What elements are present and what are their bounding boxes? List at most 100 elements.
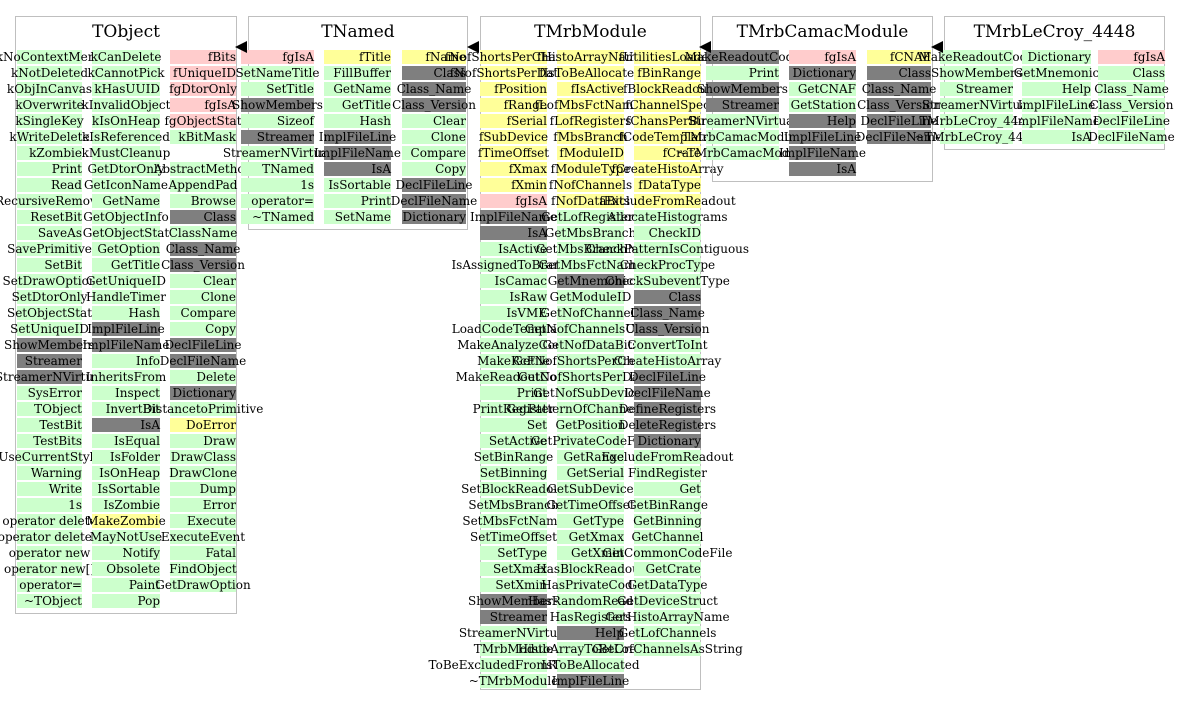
member-entry: GetNofShortsPerChannel — [513, 354, 668, 368]
member-label: GetType — [572, 514, 624, 528]
member-label: MayNotUse — [89, 530, 163, 544]
member-entry: ConvertToInt — [627, 338, 708, 352]
member-entry: Read — [17, 178, 82, 192]
member-entry: Class_Version — [161, 258, 245, 272]
member-entry: DeclFileLine — [860, 114, 938, 128]
member-entry: Clone — [170, 290, 236, 304]
member-entry: fCrate — [634, 146, 701, 160]
member-entry: GetCommonCodeFile — [603, 546, 732, 560]
member-label: IsSortable — [328, 178, 391, 192]
member-entry: fChannelSpec — [625, 98, 710, 112]
member-label: DeclFileName — [1088, 130, 1175, 144]
member-label: SysError — [27, 386, 82, 400]
class-box-tmrbmodule: TMrbModule — [480, 16, 701, 690]
member-label: Dictionary — [172, 386, 236, 400]
member-label: fLofRegisters — [549, 114, 632, 128]
member-entry: GetPatternOfChannelsUsed — [506, 402, 675, 416]
member-label: GetPrivateCodeFile — [530, 434, 651, 448]
member-entry: GetType — [557, 514, 624, 528]
member-label: ImplFileName — [779, 146, 866, 160]
member-label: fCreateHistoArray — [611, 162, 724, 176]
member-label: FindRegister — [627, 466, 708, 480]
member-label: fgIsA — [1133, 50, 1165, 64]
member-entry: GetTimeOffset — [546, 498, 635, 512]
member-label: ImplFileLine — [318, 130, 397, 144]
member-entry: GetName — [92, 194, 160, 208]
member-label: Print — [51, 162, 82, 176]
member-label: Help — [594, 626, 624, 640]
member-label: IsZombie — [103, 498, 160, 512]
member-label: SetMbsBranch — [468, 498, 559, 512]
member-label: fCrate — [662, 146, 701, 160]
member-entry: ImplFileLine — [1018, 98, 1095, 112]
member-entry: GetLofRegisters — [541, 210, 640, 224]
member-label: GetModuleID — [549, 290, 632, 304]
member-entry: TMrbCamacModule — [682, 130, 803, 144]
member-entry: GetDeviceStruct — [617, 594, 718, 608]
member-entry: DeclFileLine — [164, 338, 242, 352]
member-label: fCodeTemplates — [618, 130, 717, 144]
member-label: fUniqueID — [173, 66, 236, 80]
member-entry: fgIsA — [480, 194, 547, 208]
class-title: TNamed — [249, 16, 467, 47]
member-entry: ~TNamed — [241, 210, 314, 224]
member-label: HandleTimer — [85, 290, 167, 304]
member-label: TMrbModule — [473, 642, 554, 656]
member-label: fBlockReadout — [622, 82, 713, 96]
member-entry: StreamerNVirtual — [922, 98, 1031, 112]
member-entry: SetBit — [17, 258, 82, 272]
member-label: Hash — [359, 114, 391, 128]
member-entry: Dump — [170, 482, 236, 496]
member-entry: Compare — [402, 146, 466, 160]
member-label: DoError — [185, 418, 236, 432]
member-entry: SetDrawOption — [2, 274, 97, 288]
member-label: Print — [516, 386, 547, 400]
member-label: SetType — [497, 546, 547, 560]
member-entry: fTimeOffset — [478, 146, 549, 160]
member-label: MakeAnalyzeCode — [457, 338, 570, 352]
member-entry: Help — [789, 114, 856, 128]
member-entry: fCreateHistoArray — [611, 162, 724, 176]
member-entry: GetIconName — [84, 178, 168, 192]
member-entry: Info — [92, 354, 160, 368]
member-entry: MakeZombie — [86, 514, 166, 528]
member-entry: Pop — [92, 594, 160, 608]
member-label: MakeZombie — [86, 514, 166, 528]
member-label: Class_Version — [625, 322, 710, 336]
member-entry: ExecuteEvent — [161, 530, 245, 544]
member-label: kCannotPick — [87, 66, 165, 80]
member-label: GetNofChannelsUsed — [524, 322, 657, 336]
member-label: HasRegisters — [549, 610, 632, 624]
member-label: SetActive — [488, 434, 547, 448]
member-entry: DeclFileName — [160, 354, 246, 368]
member-label: SavePrimitive — [7, 242, 92, 256]
member-label: fUtilitiesLoaded — [618, 50, 717, 64]
member-label: fLofMbsFctNames — [534, 98, 647, 112]
member-entry: fIsToBeAllocated — [539, 66, 642, 80]
member-label: Info — [135, 354, 160, 368]
member-label: IsFolder — [109, 450, 160, 464]
member-entry: IsOnHeap — [92, 466, 160, 480]
member-entry: GetLofChannelsAsString — [592, 642, 743, 656]
member-entry: Print — [324, 194, 391, 208]
member-entry: IsFolder — [92, 450, 160, 464]
member-entry: IsToBeAllocated — [541, 658, 640, 672]
member-entry: fNofDataBits — [551, 194, 630, 208]
member-entry: TMrbLeCroy_4448 — [919, 114, 1034, 128]
member-label: Print — [748, 66, 779, 80]
member-entry: operator delete — [2, 514, 97, 528]
member-entry: SetBlockReadout — [461, 482, 566, 496]
member-entry: fChansPerBin — [626, 114, 709, 128]
member-entry: GetNofSubDevices — [533, 386, 648, 400]
member-label: fgIsA — [515, 194, 547, 208]
member-entry: Class_Name — [630, 306, 705, 320]
member-label: operator new — [8, 546, 91, 560]
member-entry: DeclFileName — [1088, 130, 1175, 144]
member-label: kWriteDelete — [9, 130, 90, 144]
member-entry: ImplFileName — [1013, 114, 1100, 128]
member-label: IsToBeAllocated — [541, 658, 640, 672]
member-entry: GetDataType — [628, 578, 707, 592]
member-entry: HasRandomReadout — [528, 594, 653, 608]
member-entry: IsZombie — [92, 498, 160, 512]
member-entry: Copy — [170, 322, 236, 336]
